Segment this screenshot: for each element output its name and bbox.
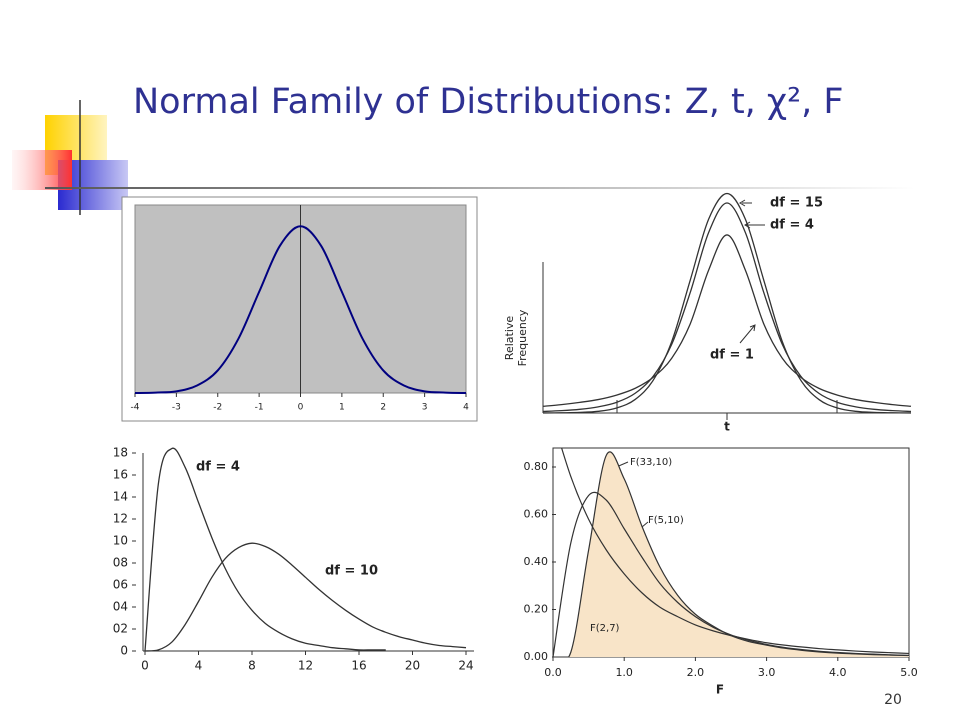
x-tick-label: 0	[298, 403, 304, 413]
x-tick-label: 12	[298, 659, 313, 673]
x-axis-label: t	[724, 420, 730, 434]
x-tick-label: 0	[141, 659, 149, 673]
x-tick-label: 2	[380, 403, 386, 413]
x-tick-label: -2	[213, 403, 222, 413]
curve	[553, 491, 909, 657]
series-label: F(5,10)	[648, 515, 684, 526]
x-tick-label: 3.0	[758, 666, 776, 679]
y-tick-label: 16	[113, 468, 128, 482]
y-tick-label: 02	[113, 622, 128, 636]
y-tick-label: 12	[113, 512, 128, 526]
x-tick-label: 16	[351, 659, 366, 673]
t-chart	[542, 199, 911, 420]
y-axis-label: RelativeFrequency	[503, 309, 529, 366]
y-tick-label: 0.80	[524, 460, 549, 473]
y-tick-label: 0.60	[524, 508, 549, 521]
y-tick-label: 0.00	[524, 650, 549, 663]
series-label: df = 15	[770, 196, 823, 211]
x-tick-label: 2.0	[687, 666, 705, 679]
curve	[134, 225, 467, 394]
x-tick-label: 1.0	[615, 666, 633, 679]
series-label: df = 1	[710, 348, 754, 363]
y-tick-label: 06	[113, 578, 128, 592]
curve	[542, 192, 912, 414]
curve	[542, 202, 912, 413]
series-label: df = 4	[770, 218, 814, 233]
series-label: df = 4	[196, 460, 240, 475]
page-number: 20	[884, 692, 902, 708]
x-axis-label: F	[716, 683, 724, 697]
x-tick-label: 5.0	[900, 666, 918, 679]
x-tick-label: 1	[339, 403, 345, 413]
x-tick-label: 0.0	[544, 666, 562, 679]
series-label: df = 10	[325, 564, 378, 579]
x-tick-label: 4	[195, 659, 203, 673]
series-label: F(2,7)	[590, 623, 620, 634]
x-tick-label: 4.0	[829, 666, 847, 679]
curve	[542, 234, 912, 407]
x-tick-label: -1	[255, 403, 264, 413]
x-tick-label: -4	[131, 403, 140, 413]
y-tick-label: 0	[120, 644, 128, 658]
y-tick-label: 04	[113, 600, 128, 614]
y-tick-label: 10	[113, 534, 128, 548]
normal-chart	[121, 196, 478, 422]
y-tick-label: 0.20	[524, 603, 549, 616]
y-tick-label: 14	[113, 490, 128, 504]
chi-chart	[142, 453, 474, 652]
x-tick-label: 8	[248, 659, 256, 673]
x-tick-label: 4	[463, 403, 469, 413]
curve	[144, 447, 386, 652]
decoration	[12, 100, 915, 215]
y-tick-label: 18	[113, 446, 128, 460]
curve	[144, 542, 467, 652]
x-tick-label: 20	[405, 659, 420, 673]
y-tick-label: 08	[113, 556, 128, 570]
x-tick-label: -3	[172, 403, 181, 413]
slide-title: Normal Family of Distributions: Z, t, χ²…	[133, 82, 844, 122]
series-label: F(33,10)	[630, 457, 672, 468]
area	[553, 452, 909, 657]
curve	[560, 448, 909, 655]
x-tick-label: 24	[458, 659, 473, 673]
y-tick-label: 0.40	[524, 555, 549, 568]
x-tick-label: 3	[422, 403, 428, 413]
